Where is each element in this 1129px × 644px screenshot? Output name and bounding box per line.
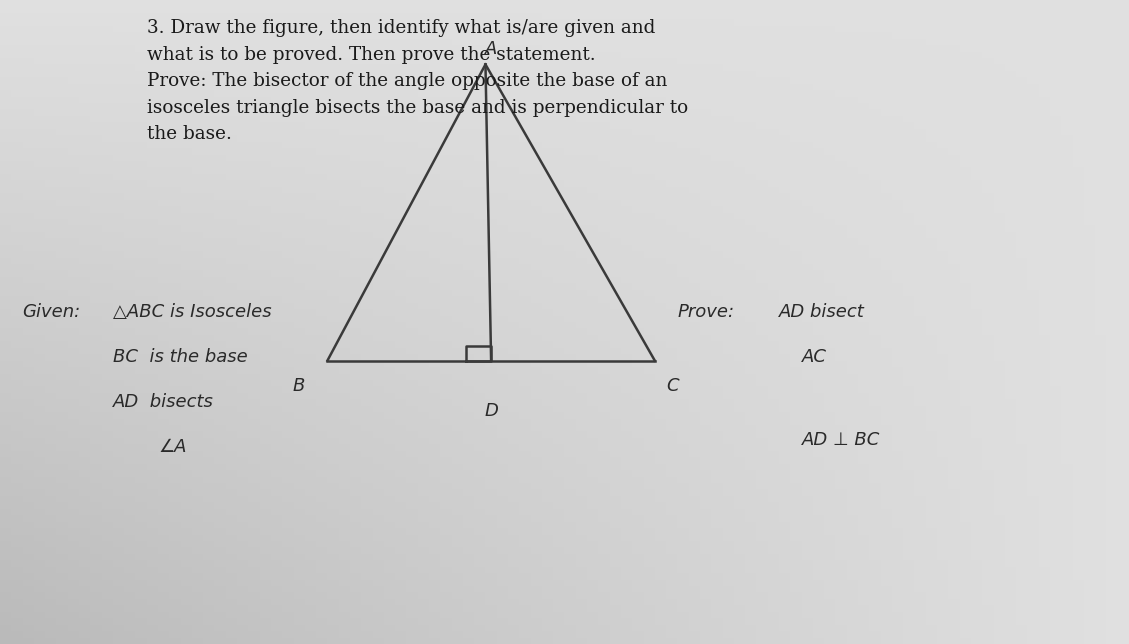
Text: AD bisect: AD bisect [779, 303, 865, 321]
Text: A: A [485, 40, 497, 58]
Text: Given:: Given: [23, 303, 81, 321]
Text: C: C [666, 377, 679, 395]
Text: 3. Draw the figure, then identify what is/are given and
what is to be proved. Th: 3. Draw the figure, then identify what i… [147, 19, 688, 143]
Text: AC: AC [802, 348, 826, 366]
Text: D: D [484, 402, 498, 421]
Text: B: B [292, 377, 305, 395]
Text: ∠A: ∠A [158, 438, 186, 456]
Text: AD ⊥ BC: AD ⊥ BC [802, 431, 879, 450]
Text: AD  bisects: AD bisects [113, 393, 213, 411]
Text: Prove:: Prove: [677, 303, 735, 321]
Text: BC  is the base: BC is the base [113, 348, 247, 366]
Text: △ABC is Isosceles: △ABC is Isosceles [113, 303, 272, 321]
